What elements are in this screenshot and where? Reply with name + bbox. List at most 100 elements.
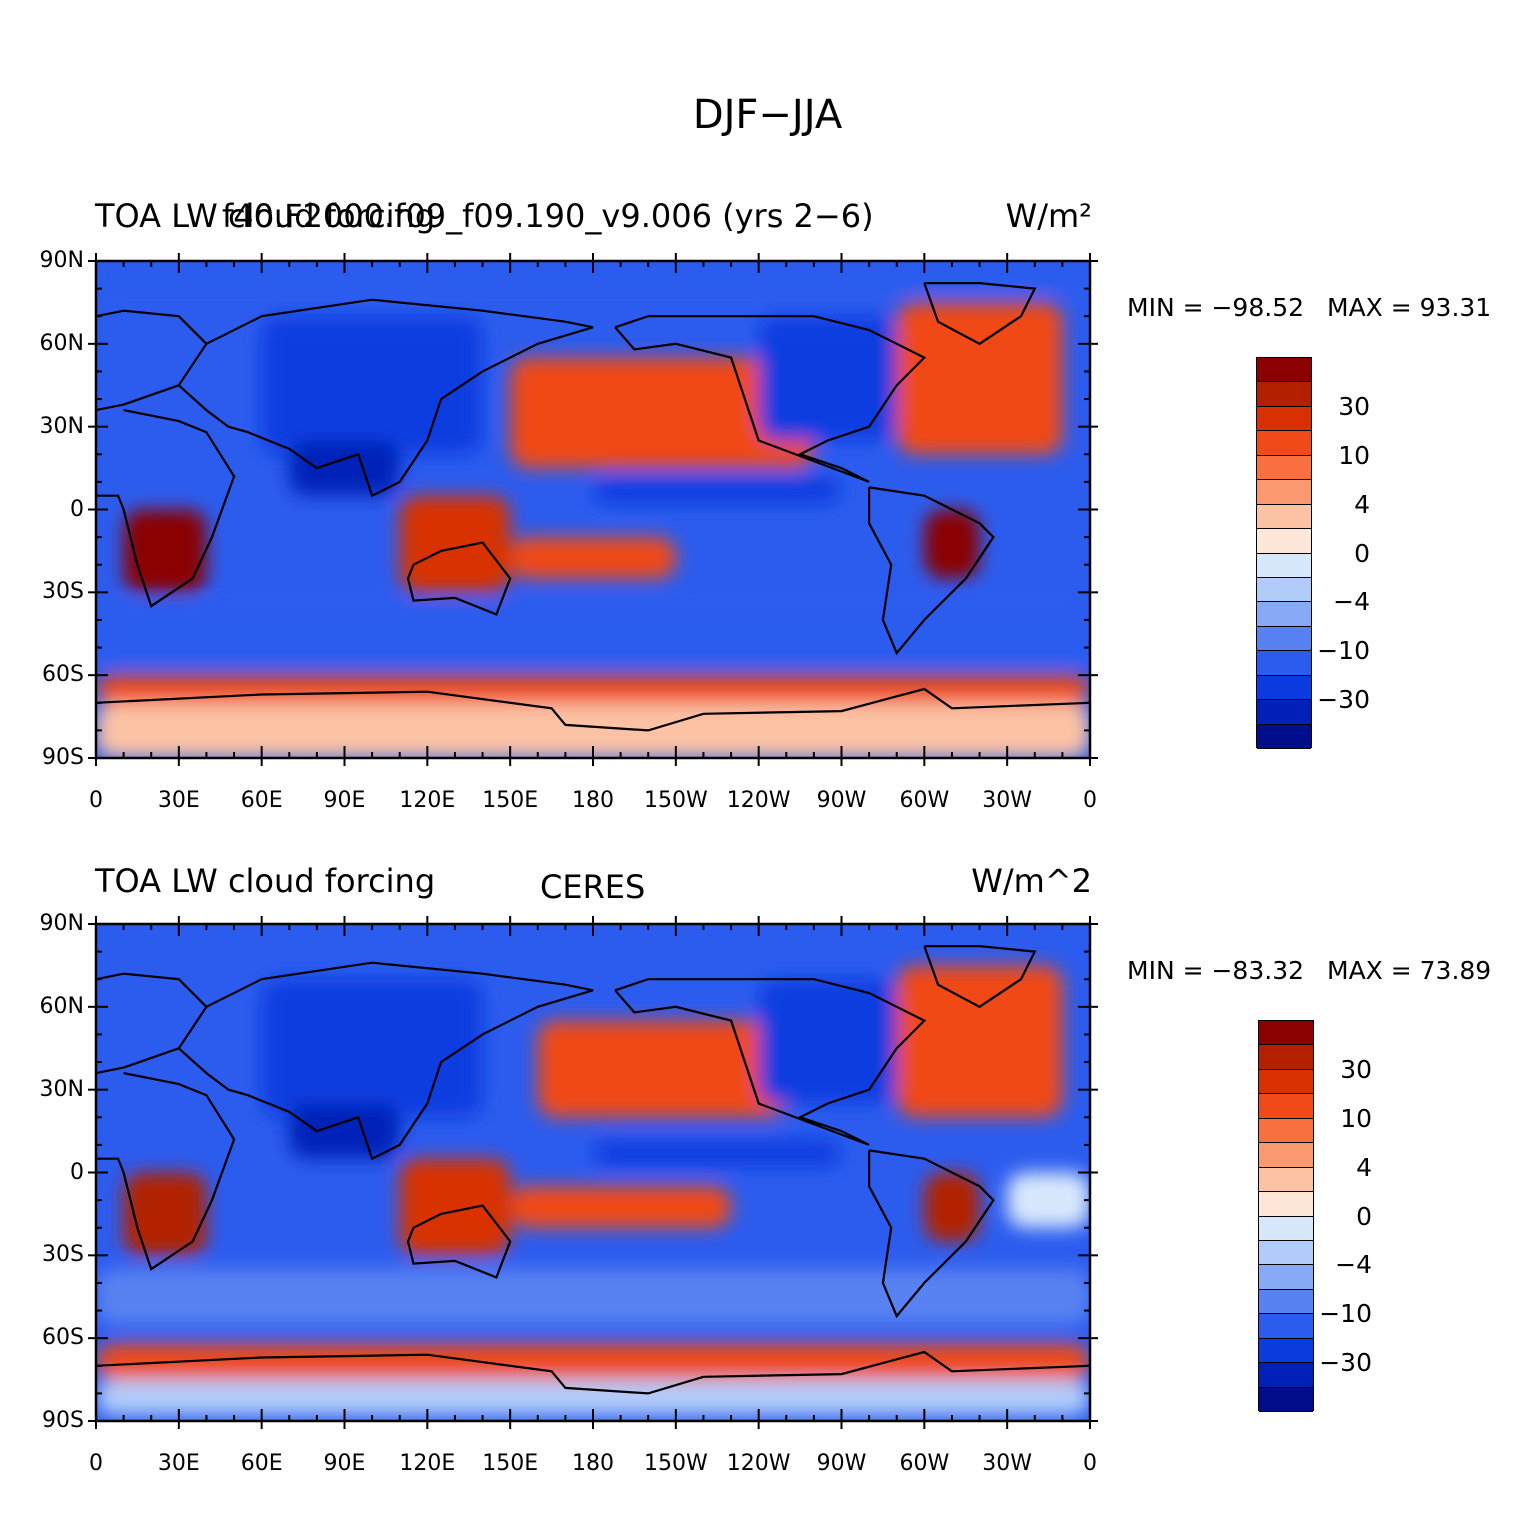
- lat-tick-label: 30N: [39, 413, 84, 439]
- region-itcz-pacific: [593, 1139, 842, 1167]
- region-north-pacific: [537, 1020, 787, 1118]
- panel1-right-title: W/m²: [1005, 197, 1092, 235]
- region-south-pacific-convergence: [510, 537, 676, 579]
- lon-tick-label: 60W: [899, 788, 950, 813]
- colorbar-label: 30: [1340, 1054, 1372, 1084]
- region-antarctic-coast: [96, 1343, 1090, 1380]
- lat-tick-label: 60N: [39, 330, 84, 356]
- lat-tick-label: 30S: [42, 579, 84, 605]
- coastline-6: [923, 945, 1037, 1009]
- lon-tick-label: 180: [572, 1451, 614, 1476]
- coastline-4: [614, 978, 927, 1146]
- colorbar-label: −10: [1319, 1299, 1372, 1329]
- lat-tick-label: 60N: [39, 993, 84, 1019]
- lon-tick-label: 90E: [323, 788, 366, 813]
- colorbar-swatch: [1257, 651, 1311, 676]
- panel2-center-title: CERES: [540, 868, 646, 906]
- region-mid-latitude-southern: [96, 1269, 1090, 1325]
- colorbar-swatch: [1257, 700, 1311, 725]
- lon-tick-label: 0: [89, 788, 103, 813]
- colorbar-swatch: [1259, 1143, 1313, 1168]
- colorbar-swatch: [1259, 1289, 1313, 1315]
- colorbar-swatch: [1259, 1069, 1313, 1095]
- coastline-5: [868, 486, 995, 656]
- axis-ticks: [88, 253, 1098, 766]
- region-maritime-continent-australia: [399, 495, 511, 593]
- main-title: DJF−JJA: [692, 92, 843, 138]
- field-regions: [96, 261, 1090, 758]
- lon-tick-label: 60E: [240, 1451, 283, 1476]
- coastline-5: [868, 1149, 995, 1319]
- region-north-atlantic: [896, 302, 1063, 455]
- field-regions: [96, 965, 1090, 1416]
- colorbar-swatch: [1259, 1167, 1313, 1193]
- lon-tick-label: 90W: [816, 788, 867, 813]
- colorbar-swatch: [1259, 1314, 1313, 1339]
- panel2-max-label: MAX = 73.89: [1327, 956, 1492, 985]
- colorbar-swatch: [1257, 431, 1311, 456]
- panel2-min-label: MIN = −83.32: [1127, 956, 1305, 985]
- field-layer: [96, 924, 1090, 1421]
- lat-tick-label: 30S: [42, 1242, 84, 1268]
- field-layer: [96, 261, 1090, 758]
- panel1-min-label: MIN = −98.52: [1127, 293, 1305, 322]
- colorbar-swatch: [1259, 1094, 1313, 1119]
- colorbar-swatch: [1257, 675, 1311, 701]
- region-mid-latitude-southern: [96, 606, 1090, 662]
- colorbar-swatch: [1257, 406, 1311, 432]
- region-north-america: [758, 316, 897, 441]
- lon-tick-label: 90W: [816, 1451, 867, 1476]
- coastline-3: [406, 541, 512, 616]
- colorbar-swatch: [1259, 1265, 1313, 1290]
- colorbar-label: −4: [1335, 1250, 1372, 1280]
- panel1-max-label: MAX = 93.31: [1327, 293, 1492, 322]
- region-south-america: [924, 1172, 980, 1242]
- coastline-2: [178, 961, 594, 1161]
- region-antarctica-interior: [96, 1379, 1090, 1416]
- colorbar-swatch: [1257, 577, 1311, 603]
- colorbar-swatch: [1259, 1387, 1313, 1412]
- lat-tick-label: 60S: [42, 662, 84, 688]
- axis-ticks: [88, 916, 1098, 1429]
- region-south-america: [924, 509, 980, 579]
- colorbar-swatch: [1257, 553, 1311, 578]
- coastline-1: [96, 409, 236, 608]
- lat-tick-label: 90N: [39, 248, 84, 273]
- lon-tick-label: 120W: [726, 1451, 791, 1476]
- lat-tick-label: 90S: [42, 745, 84, 770]
- lon-tick-label: 150W: [643, 788, 708, 813]
- coastline-4: [614, 315, 927, 483]
- region-north-america: [758, 979, 897, 1104]
- lon-tick-label: 90E: [323, 1451, 366, 1476]
- panel2-map: [88, 916, 1098, 1429]
- colorbar-swatch: [1257, 480, 1311, 505]
- coastline-3: [406, 1204, 512, 1279]
- colorbar-label: −10: [1317, 636, 1370, 666]
- colorbar-swatch: [1257, 529, 1311, 554]
- colorbar-label: 4: [1356, 1152, 1372, 1182]
- lon-tick-label: 30E: [157, 1451, 200, 1476]
- panel1-colorbar: [1256, 357, 1312, 749]
- lon-tick-label: 0: [1083, 788, 1097, 813]
- lon-tick-label: 150E: [482, 788, 539, 813]
- colorbar-swatch: [1257, 455, 1311, 481]
- colorbar-label: 10: [1340, 1103, 1372, 1133]
- colorbar-label: −30: [1317, 685, 1370, 715]
- colorbar-swatch: [1257, 358, 1311, 383]
- lon-tick-label: 30W: [982, 788, 1033, 813]
- lon-tick-label: 0: [89, 1451, 103, 1476]
- lat-tick-label: 90S: [42, 1408, 84, 1433]
- region-north-atlantic: [896, 965, 1063, 1118]
- region-tropical-south-atlantic: [1007, 1172, 1090, 1228]
- lat-tick-label: 60S: [42, 1325, 84, 1351]
- coastline-7: [96, 1350, 1090, 1395]
- region-north-pacific: [510, 357, 814, 469]
- colorbar-label: 4: [1354, 489, 1370, 519]
- lon-tick-label: 30E: [157, 788, 200, 813]
- colorbar-label: 0: [1354, 538, 1370, 568]
- colorbar-swatch: [1259, 1216, 1313, 1241]
- colorbar-label: 10: [1338, 440, 1370, 470]
- lon-tick-label: 30W: [982, 1451, 1033, 1476]
- lon-tick-label: 120W: [726, 788, 791, 813]
